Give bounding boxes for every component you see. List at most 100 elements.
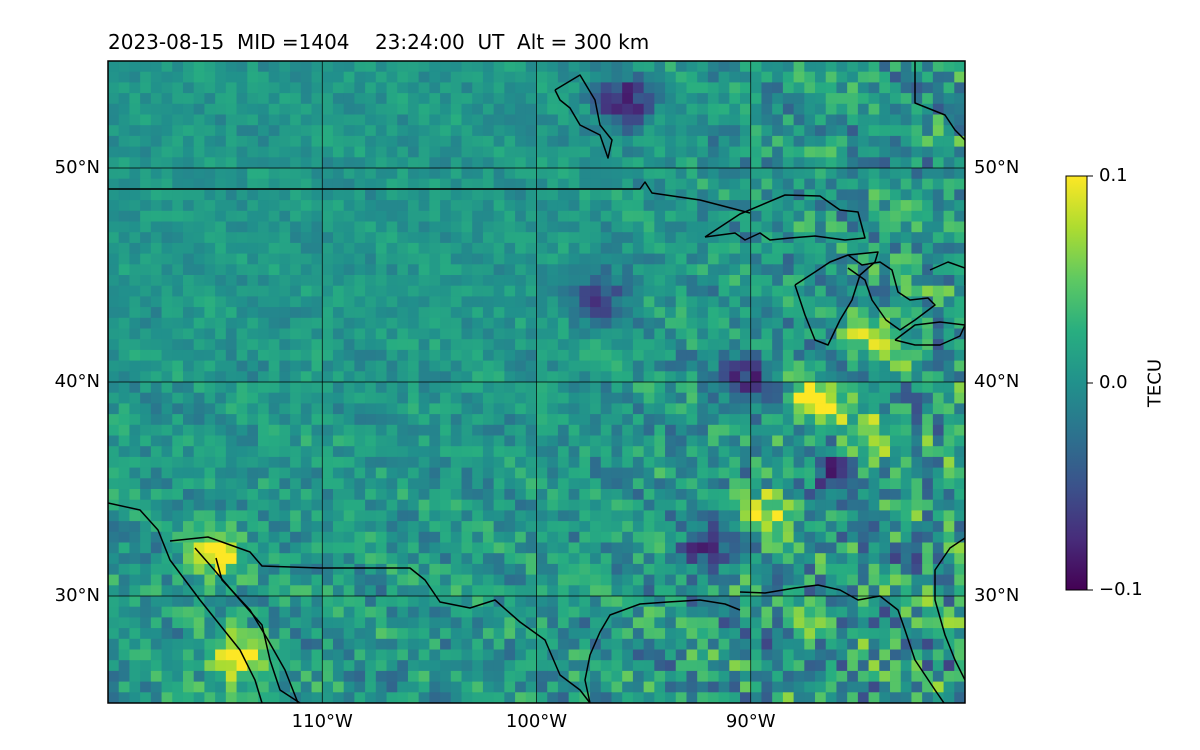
heatmap-cell	[654, 692, 666, 703]
heatmap-cell	[279, 339, 291, 351]
heatmap-cell	[868, 328, 880, 340]
heatmap-cell	[943, 339, 955, 351]
heatmap-cell	[332, 414, 345, 426]
heatmap-cell	[322, 414, 334, 426]
heatmap-cell	[793, 157, 805, 169]
heatmap-cell	[675, 585, 688, 597]
heatmap-cell	[493, 596, 505, 608]
heatmap-cell	[836, 692, 848, 703]
heatmap-cell	[836, 82, 848, 94]
heatmap-cell	[493, 489, 505, 501]
heatmap-cell	[857, 574, 870, 586]
heatmap-cell	[782, 596, 795, 608]
heatmap-cell	[557, 403, 570, 415]
heatmap-cell	[493, 371, 505, 383]
heatmap-cell	[108, 135, 120, 148]
heatmap-cell	[204, 296, 216, 308]
heatmap-cell	[140, 681, 152, 693]
heatmap-cell	[332, 178, 345, 190]
heatmap-cell	[172, 93, 184, 105]
heatmap-cell	[407, 157, 420, 169]
heatmap-cell	[890, 596, 902, 608]
heatmap-cell	[890, 424, 902, 437]
heatmap-cell	[386, 553, 398, 565]
heatmap-cell	[622, 638, 634, 651]
heatmap-cell	[332, 371, 345, 383]
heatmap-cell	[268, 189, 280, 201]
heatmap-cell	[172, 424, 184, 437]
heatmap-cell	[654, 478, 666, 490]
heatmap-cell	[300, 82, 313, 94]
heatmap-cell	[236, 392, 248, 404]
heatmap-cell	[386, 296, 398, 308]
heatmap-cell	[857, 189, 870, 201]
heatmap-cell	[515, 574, 527, 586]
heatmap-cell	[836, 521, 848, 533]
heatmap-cell	[857, 71, 870, 83]
heatmap-cell	[793, 403, 805, 415]
heatmap-cell	[472, 242, 484, 255]
heatmap-cell	[343, 456, 355, 469]
heatmap-cell	[643, 82, 655, 94]
heatmap-cell	[525, 435, 538, 447]
heatmap-cell	[857, 456, 870, 469]
heatmap-cell	[590, 157, 602, 169]
heatmap-cell	[750, 681, 763, 693]
heatmap-cell	[922, 61, 934, 73]
heatmap-cell	[729, 467, 741, 479]
heatmap-cell	[536, 103, 548, 116]
heatmap-cell	[793, 339, 805, 351]
heatmap-cell	[279, 553, 291, 565]
heatmap-cell	[118, 392, 131, 404]
heatmap-cell	[215, 189, 227, 201]
heatmap-cell	[590, 242, 602, 255]
heatmap-cell	[611, 574, 623, 586]
heatmap-cell	[675, 510, 688, 522]
heatmap-cell	[472, 157, 484, 169]
heatmap-cell	[600, 157, 613, 169]
heatmap-cell	[815, 232, 827, 244]
heatmap-cell	[440, 317, 452, 330]
heatmap-cell	[108, 435, 120, 447]
heatmap-cell	[129, 82, 141, 94]
heatmap-cell	[868, 414, 880, 426]
heatmap-cell	[161, 446, 173, 458]
heatmap-cell	[547, 178, 559, 190]
heatmap-cell	[225, 563, 238, 576]
heatmap-cell	[740, 328, 752, 340]
heatmap-cell	[729, 71, 741, 83]
heatmap-cell	[118, 563, 131, 576]
heatmap-cell	[247, 424, 259, 437]
heatmap-cell	[279, 456, 291, 469]
heatmap-cell	[504, 574, 516, 586]
heatmap-cell	[236, 71, 248, 83]
heatmap-cell	[515, 510, 527, 522]
heatmap-cell	[632, 467, 645, 479]
heatmap-cell	[482, 285, 495, 297]
heatmap-cell	[815, 103, 827, 116]
heatmap-cell	[193, 71, 206, 83]
heatmap-cell	[182, 489, 195, 501]
heatmap-cell	[761, 596, 773, 608]
heatmap-cell	[815, 403, 827, 415]
heatmap-cell	[707, 489, 720, 501]
heatmap-cell	[654, 392, 666, 404]
heatmap-cell	[815, 200, 827, 212]
heatmap-cell	[643, 628, 655, 640]
north-shore	[914, 61, 965, 141]
heatmap-cell	[665, 692, 677, 703]
heatmap-cell	[504, 392, 516, 404]
heatmap-cell	[686, 264, 698, 276]
heatmap-cell	[750, 403, 763, 415]
heatmap-cell	[482, 349, 495, 362]
heatmap-cell	[332, 296, 345, 308]
heatmap-cell	[804, 360, 816, 372]
heatmap-cell	[686, 681, 698, 693]
heatmap-cell	[440, 103, 452, 116]
heatmap-cell	[890, 317, 902, 330]
heatmap-cell	[397, 275, 409, 287]
heatmap-cell	[386, 360, 398, 372]
heatmap-cell	[836, 553, 848, 565]
heatmap-cell	[343, 692, 355, 703]
heatmap-cell	[172, 71, 184, 83]
